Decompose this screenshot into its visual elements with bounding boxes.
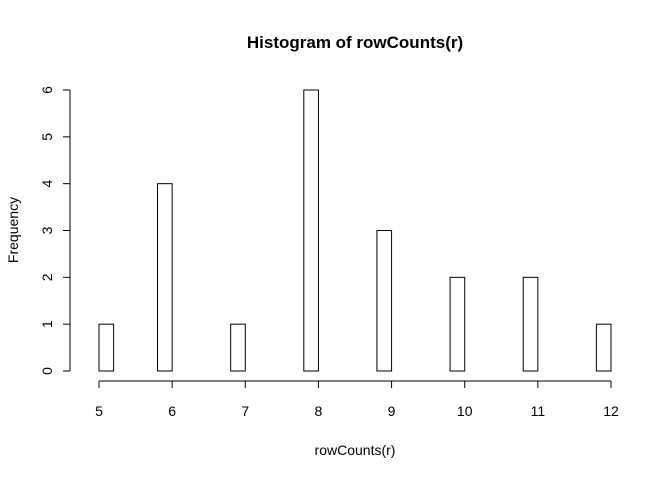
y-tick-label-4: 4 (39, 180, 55, 188)
histogram-bar-0 (98, 323, 115, 372)
histogram-bar-24 (449, 276, 466, 372)
histogram-bar-29 (522, 276, 539, 372)
x-tick-label-5: 10 (457, 403, 473, 419)
histogram-bar-14 (303, 89, 319, 372)
y-tick-label-1: 1 (39, 320, 55, 328)
x-tick-label-2: 7 (241, 403, 249, 419)
y-tick-label-2: 2 (39, 273, 55, 281)
histogram-bar-9 (230, 323, 246, 372)
histogram-bar-34 (595, 323, 612, 372)
y-tick-label-0: 0 (39, 367, 55, 375)
x-tick-label-4: 9 (388, 403, 396, 419)
y-tick-label-5: 5 (39, 133, 55, 141)
bars-group (98, 89, 612, 372)
x-tick-label-3: 8 (315, 403, 323, 419)
y-tick-label-6: 6 (39, 86, 55, 94)
x-tick-label-7: 12 (603, 403, 619, 419)
x-tick-label-0: 5 (95, 403, 103, 419)
histogram-bar-19 (376, 230, 393, 372)
x-axis: 5 6 7 8 9 10 11 12 (95, 380, 619, 419)
histogram-bar-4 (157, 183, 173, 372)
x-tick-label-1: 6 (168, 403, 176, 419)
y-axis: 0 1 2 3 4 5 6 (39, 86, 71, 375)
chart-title: Histogram of rowCounts(r) (247, 33, 463, 52)
x-axis-label: rowCounts(r) (315, 442, 396, 458)
y-axis-label: Frequency (5, 197, 21, 263)
y-tick-label-3: 3 (39, 226, 55, 234)
x-tick-label-6: 11 (531, 403, 546, 419)
